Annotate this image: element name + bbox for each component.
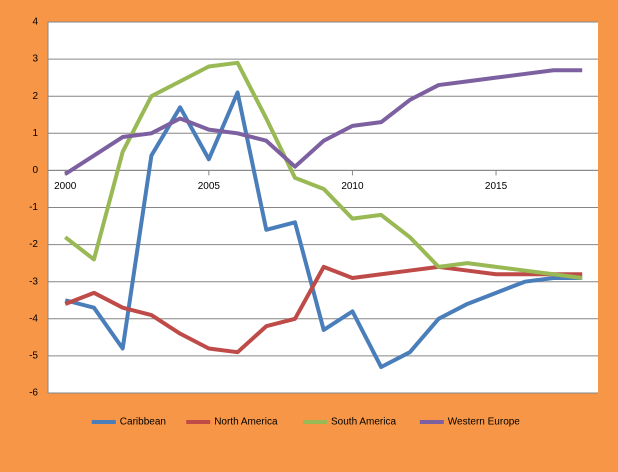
y-tick-label: 2 [32, 91, 38, 102]
y-tick-label: -4 [29, 313, 38, 324]
y-tick-label: -3 [29, 276, 38, 287]
x-tick-label: 2000 [54, 181, 77, 192]
y-tick-label: 4 [32, 17, 38, 28]
y-tick-label: 3 [32, 54, 38, 65]
legend-label: Caribbean [120, 417, 166, 428]
y-tick-label: 0 [32, 165, 38, 176]
legend-label: South America [331, 417, 396, 428]
legend-label: North America [214, 417, 278, 428]
y-tick-label: -2 [29, 239, 38, 250]
x-tick-label: 2015 [485, 181, 508, 192]
x-tick-label: 2010 [341, 181, 364, 192]
legend-label: Western Europe [448, 417, 521, 428]
y-tick-label: -5 [29, 351, 38, 362]
x-tick-label: 2005 [198, 181, 221, 192]
line-series [64, 90, 583, 370]
y-tick-label: 1 [32, 128, 38, 139]
line-series [64, 68, 583, 176]
line-series [64, 264, 583, 355]
y-tick-label: -6 [29, 388, 38, 399]
y-tick-label: -1 [29, 202, 38, 213]
line-series [64, 60, 583, 280]
